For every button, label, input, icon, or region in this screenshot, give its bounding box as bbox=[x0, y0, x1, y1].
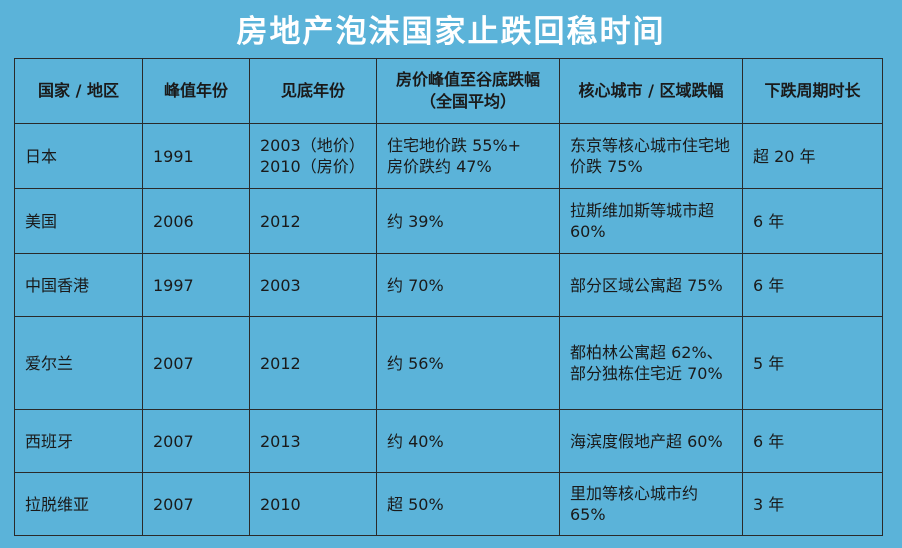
table-row: 爱尔兰 2007 2012 约 56% 都柏林公寓超 62%、部分独栋住宅近 7… bbox=[14, 316, 883, 410]
cell-national-drop: 超 50% bbox=[376, 472, 560, 536]
table-row: 美国 2006 2012 约 39% 拉斯维加斯等城市超 60% 6 年 bbox=[14, 188, 883, 254]
header-peak-year: 峰值年份 bbox=[142, 58, 250, 124]
data-table: 国家 / 地区 峰值年份 见底年份 房价峰值至谷底跌幅（全国平均） 核心城市 /… bbox=[14, 58, 883, 536]
cell-duration: 3 年 bbox=[742, 472, 883, 536]
header-core-drop: 核心城市 / 区域跌幅 bbox=[559, 58, 743, 124]
cell-bottom-year: 2013 bbox=[249, 409, 377, 473]
cell-core-drop: 都柏林公寓超 62%、部分独栋住宅近 70% bbox=[559, 316, 743, 410]
cell-country: 西班牙 bbox=[14, 409, 143, 473]
cell-duration: 超 20 年 bbox=[742, 123, 883, 189]
cell-bottom-year: 2003 bbox=[249, 253, 377, 317]
table-row: 西班牙 2007 2013 约 40% 海滨度假地产超 60% 6 年 bbox=[14, 409, 883, 473]
cell-bottom-year: 2012 bbox=[249, 316, 377, 410]
cell-core-drop: 海滨度假地产超 60% bbox=[559, 409, 743, 473]
table-header-row: 国家 / 地区 峰值年份 见底年份 房价峰值至谷底跌幅（全国平均） 核心城市 /… bbox=[14, 58, 883, 124]
cell-peak-year: 2006 bbox=[142, 188, 250, 254]
table-row: 中国香港 1997 2003 约 70% 部分区域公寓超 75% 6 年 bbox=[14, 253, 883, 317]
cell-core-drop: 东京等核心城市住宅地价跌 75% bbox=[559, 123, 743, 189]
header-country: 国家 / 地区 bbox=[14, 58, 143, 124]
cell-peak-year: 1991 bbox=[142, 123, 250, 189]
cell-country: 拉脱维亚 bbox=[14, 472, 143, 536]
table-row: 拉脱维亚 2007 2010 超 50% 里加等核心城市约 65% 3 年 bbox=[14, 472, 883, 536]
cell-bottom-year: 2003（地价） 2010（房价） bbox=[249, 123, 377, 189]
cell-core-drop: 部分区域公寓超 75% bbox=[559, 253, 743, 317]
header-national-drop: 房价峰值至谷底跌幅（全国平均） bbox=[376, 58, 560, 124]
cell-duration: 5 年 bbox=[742, 316, 883, 410]
cell-national-drop: 约 40% bbox=[376, 409, 560, 473]
cell-bottom-year: 2012 bbox=[249, 188, 377, 254]
cell-country: 日本 bbox=[14, 123, 143, 189]
cell-national-drop: 约 39% bbox=[376, 188, 560, 254]
cell-duration: 6 年 bbox=[742, 253, 883, 317]
header-bottom-year: 见底年份 bbox=[249, 58, 377, 124]
cell-country: 爱尔兰 bbox=[14, 316, 143, 410]
cell-duration: 6 年 bbox=[742, 409, 883, 473]
cell-peak-year: 2007 bbox=[142, 472, 250, 536]
cell-country: 中国香港 bbox=[14, 253, 143, 317]
page-title: 房地产泡沫国家止跌回稳时间 bbox=[236, 14, 666, 50]
cell-national-drop: 约 70% bbox=[376, 253, 560, 317]
cell-bottom-year: 2010 bbox=[249, 472, 377, 536]
cell-national-drop: 约 56% bbox=[376, 316, 560, 410]
cell-country: 美国 bbox=[14, 188, 143, 254]
header-duration: 下跌周期时长 bbox=[742, 58, 883, 124]
cell-national-drop: 住宅地价跌 55%+ 房价跌约 47% bbox=[376, 123, 560, 189]
cell-core-drop: 拉斯维加斯等城市超 60% bbox=[559, 188, 743, 254]
cell-peak-year: 2007 bbox=[142, 316, 250, 410]
cell-duration: 6 年 bbox=[742, 188, 883, 254]
cell-core-drop: 里加等核心城市约 65% bbox=[559, 472, 743, 536]
cell-peak-year: 1997 bbox=[142, 253, 250, 317]
table-row: 日本 1991 2003（地价） 2010（房价） 住宅地价跌 55%+ 房价跌… bbox=[14, 123, 883, 189]
cell-peak-year: 2007 bbox=[142, 409, 250, 473]
